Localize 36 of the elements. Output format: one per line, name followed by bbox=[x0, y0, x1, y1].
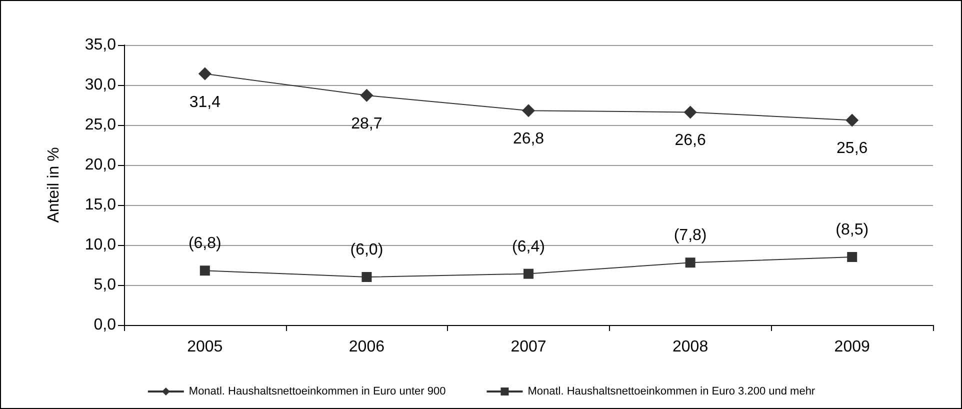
data-label: 25,6 bbox=[836, 140, 868, 158]
x-tick-label: 2008 bbox=[672, 338, 708, 356]
y-tick-label: 0,0 bbox=[94, 316, 116, 334]
x-tick-label: 2006 bbox=[348, 338, 385, 356]
point bbox=[360, 88, 374, 102]
point bbox=[847, 252, 858, 262]
point bbox=[524, 268, 534, 279]
data-label: (6,4) bbox=[512, 238, 545, 256]
point bbox=[200, 266, 210, 276]
data-label: 26,8 bbox=[512, 130, 544, 148]
point bbox=[362, 272, 372, 282]
data-label: 28,7 bbox=[351, 115, 382, 132]
data-label: (7,8) bbox=[674, 227, 707, 244]
data-label: 31,4 bbox=[189, 94, 221, 111]
point bbox=[198, 67, 212, 80]
data-label: (8,5) bbox=[836, 222, 869, 238]
y-tick-label: 20,0 bbox=[84, 156, 116, 174]
data-label: (6,8) bbox=[188, 235, 222, 252]
x-tick-label: 2005 bbox=[187, 338, 223, 356]
y-axis-title: Anteil in % bbox=[46, 147, 62, 223]
legend-label: Monatl. Haushaltsnettoeinkommen in Euro unter 900 bbox=[188, 386, 446, 398]
legend-label: Monatl. Haushaltsnettoeinkommen in Euro 3.200 und mehr bbox=[528, 386, 816, 398]
data-label: (6,0) bbox=[350, 242, 384, 258]
data-label: 26,6 bbox=[674, 132, 706, 150]
y-tick-label: 25,0 bbox=[84, 116, 116, 134]
point bbox=[684, 106, 697, 119]
x-tick-label: 2009 bbox=[834, 338, 870, 356]
point bbox=[685, 258, 696, 268]
y-tick-label: 5,0 bbox=[94, 276, 116, 294]
point bbox=[522, 104, 535, 118]
x-tick-label: 2007 bbox=[510, 338, 546, 356]
point bbox=[846, 114, 859, 127]
y-tick-label: 10,0 bbox=[84, 236, 116, 254]
y-tick-label: 15,0 bbox=[84, 196, 116, 214]
y-tick-label: 35,0 bbox=[84, 36, 116, 54]
y-tick-label: 30,0 bbox=[84, 76, 116, 94]
